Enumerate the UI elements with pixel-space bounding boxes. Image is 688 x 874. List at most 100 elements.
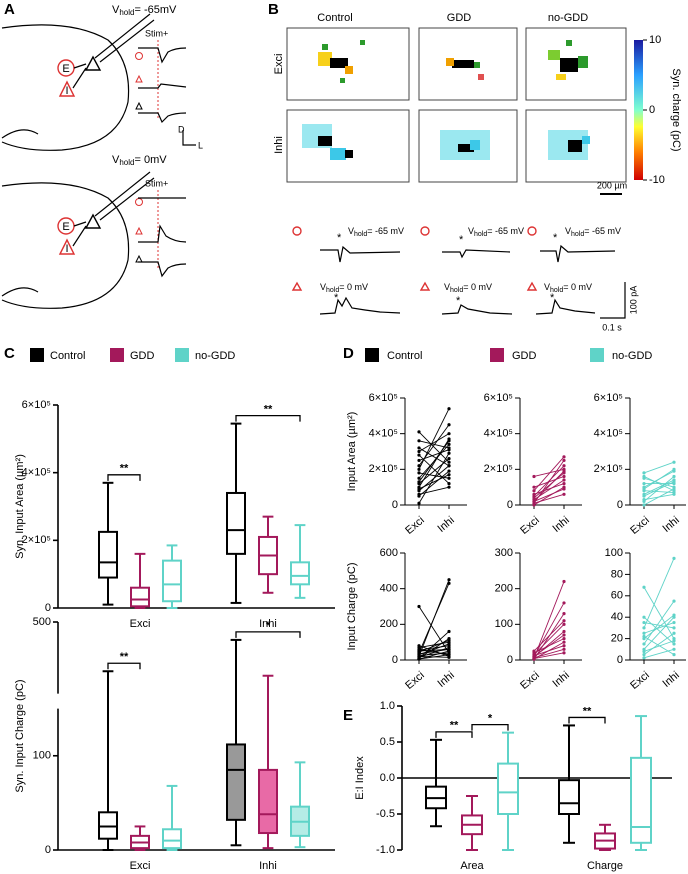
- point: [447, 476, 451, 480]
- point: [417, 430, 421, 434]
- y-tick-label: 0: [617, 654, 623, 666]
- point: [642, 649, 646, 654]
- slice-outline: [1, 182, 130, 309]
- point: [417, 657, 421, 661]
- significance-bracket: [107, 662, 141, 670]
- point: [562, 579, 566, 584]
- pair-line: [643, 488, 675, 506]
- pair-line: [643, 616, 675, 645]
- point: [447, 581, 451, 585]
- x-tick-label: Exci: [403, 514, 427, 537]
- pair-line: [418, 454, 450, 484]
- vhold-label: Vhold= -65 mV: [565, 226, 621, 237]
- cell-label: I: [65, 243, 68, 255]
- blob: [458, 144, 474, 152]
- pair-line: [418, 583, 450, 654]
- y-axis-label: Input Charge (pC): [346, 562, 358, 650]
- pair-line: [643, 622, 675, 634]
- point: [642, 642, 646, 646]
- panel-label: C: [4, 345, 15, 362]
- axis-label: D: [178, 124, 185, 134]
- box: [558, 779, 580, 815]
- point: [417, 476, 421, 480]
- point: [562, 471, 566, 475]
- point: [642, 498, 646, 502]
- pair-line: [418, 440, 450, 483]
- point: [562, 651, 566, 655]
- pair-line: [533, 645, 565, 657]
- cell-label: I: [65, 85, 68, 97]
- stim-star: *: [550, 292, 555, 304]
- pair-line: [533, 634, 565, 657]
- legend-label: no-GDD: [195, 350, 235, 362]
- map-frame: [286, 109, 410, 183]
- pair-line: [418, 652, 450, 656]
- blob: [568, 140, 582, 152]
- pair-line: [643, 477, 675, 488]
- pair-line: [643, 476, 675, 502]
- point: [562, 622, 566, 626]
- pair-line: [418, 641, 450, 648]
- pair-line: [418, 453, 450, 504]
- panel-label: E: [343, 707, 353, 724]
- vhold-label: Vhold= -65 mV: [468, 226, 524, 237]
- significance-label: *: [266, 620, 271, 632]
- v: V: [348, 226, 354, 236]
- symbol: [135, 74, 143, 83]
- point: [562, 474, 566, 479]
- pair-line: [643, 636, 675, 656]
- y-tick-label: 600: [380, 547, 398, 559]
- symbol: [291, 281, 303, 291]
- y-tick-label: 300: [495, 547, 513, 559]
- blob: [345, 66, 353, 74]
- pair-line: [643, 479, 675, 495]
- y-tick-label: 0: [617, 499, 623, 511]
- x-tick-label: Inhi: [550, 669, 571, 690]
- symbol: [526, 281, 538, 291]
- point: [447, 647, 451, 651]
- y-tick-label: 4×10⁵: [594, 428, 623, 440]
- point: [532, 489, 536, 493]
- axis-label: L: [198, 140, 203, 150]
- point: [532, 474, 536, 479]
- vhold-label: Vhold= 0 mV: [544, 282, 592, 293]
- point: [532, 496, 536, 500]
- point: [417, 453, 421, 457]
- rest: = 0 mV: [563, 282, 592, 292]
- x-tick-label: Exci: [518, 514, 542, 537]
- y-axis-label: Input Area (µm²): [346, 412, 358, 492]
- y-tick-label: 60: [611, 590, 623, 602]
- pair-line: [643, 622, 675, 629]
- point: [672, 492, 676, 496]
- rest: = 0mV: [134, 154, 167, 166]
- panel-label: A: [4, 1, 15, 18]
- v: V: [468, 226, 474, 236]
- pair-line: [533, 652, 565, 660]
- point: [562, 647, 566, 651]
- box: [98, 530, 118, 579]
- y-tick-label: 2×10⁵: [22, 534, 51, 546]
- point: [447, 655, 451, 659]
- point: [447, 485, 451, 489]
- point: [447, 653, 451, 657]
- point: [642, 620, 646, 625]
- point: [642, 487, 646, 491]
- stim-star: *: [456, 295, 461, 307]
- colorbar-label: Syn. charge (pC): [670, 68, 682, 151]
- x-tick-label: Inhi: [259, 618, 277, 630]
- v: V: [444, 282, 450, 292]
- box: [162, 559, 182, 603]
- point: [447, 442, 451, 446]
- pair-line: [533, 456, 565, 492]
- point: [447, 448, 451, 452]
- y-tick-label: 6×10⁵: [369, 392, 398, 404]
- point: [672, 631, 676, 635]
- vhold-label: Vhold= -65 mV: [348, 226, 404, 237]
- point: [417, 652, 421, 656]
- trace: [535, 298, 596, 315]
- point: [562, 633, 566, 637]
- point: [447, 460, 451, 464]
- legend-label: Control: [387, 350, 422, 362]
- point: [417, 480, 421, 484]
- point: [642, 634, 646, 639]
